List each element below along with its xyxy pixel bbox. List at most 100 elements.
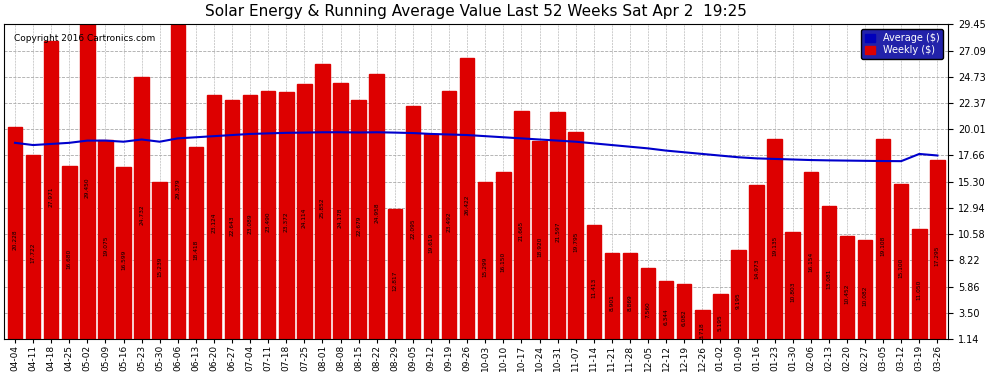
Text: 16.154: 16.154: [808, 252, 814, 272]
Bar: [62, 166, 76, 352]
Bar: [369, 74, 384, 352]
Text: 23.089: 23.089: [248, 213, 252, 234]
Text: 19.108: 19.108: [881, 236, 886, 256]
Bar: [496, 172, 511, 352]
Text: 10.082: 10.082: [862, 285, 867, 306]
Bar: [514, 111, 529, 352]
Text: 27.971: 27.971: [49, 186, 53, 207]
Bar: [189, 147, 203, 352]
Text: 8.901: 8.901: [609, 294, 615, 310]
Text: 25.852: 25.852: [320, 198, 325, 218]
Title: Solar Energy & Running Average Value Last 52 Weeks Sat Apr 2  19:25: Solar Energy & Running Average Value Las…: [205, 4, 747, 19]
Bar: [840, 236, 854, 352]
Text: 26.422: 26.422: [464, 195, 469, 215]
Bar: [767, 139, 782, 352]
Bar: [44, 41, 58, 352]
Bar: [152, 182, 167, 352]
Text: Copyright 2016 Cartronics.com: Copyright 2016 Cartronics.com: [14, 34, 154, 43]
Legend: Average ($), Weekly ($): Average ($), Weekly ($): [861, 29, 943, 59]
Bar: [876, 140, 890, 352]
Bar: [243, 95, 257, 352]
Text: 8.869: 8.869: [628, 294, 633, 311]
Text: 23.490: 23.490: [265, 211, 270, 231]
Text: 19.135: 19.135: [772, 235, 777, 256]
Text: 24.732: 24.732: [140, 204, 145, 225]
Text: 7.560: 7.560: [645, 302, 650, 318]
Text: 23.492: 23.492: [446, 211, 451, 231]
Bar: [912, 229, 927, 352]
Bar: [135, 77, 148, 352]
Text: 24.178: 24.178: [338, 207, 344, 228]
Text: 19.075: 19.075: [103, 236, 108, 256]
Text: 6.082: 6.082: [682, 309, 687, 326]
Text: 22.679: 22.679: [356, 216, 361, 236]
Bar: [334, 83, 347, 352]
Bar: [406, 106, 420, 352]
Text: 3.718: 3.718: [700, 322, 705, 339]
Text: 5.195: 5.195: [718, 315, 723, 331]
Bar: [442, 91, 456, 352]
Bar: [116, 167, 131, 352]
Bar: [207, 95, 221, 352]
Text: 9.195: 9.195: [736, 292, 741, 309]
Text: 19.795: 19.795: [573, 231, 578, 252]
Text: 16.680: 16.680: [66, 249, 71, 269]
Bar: [460, 58, 474, 352]
Text: 12.817: 12.817: [392, 270, 397, 291]
Bar: [641, 268, 655, 352]
Text: 29.450: 29.450: [85, 178, 90, 198]
Text: 23.124: 23.124: [212, 213, 217, 234]
Bar: [533, 141, 546, 352]
Bar: [804, 172, 818, 352]
Text: 17.722: 17.722: [31, 243, 36, 264]
Bar: [894, 184, 909, 352]
Text: 10.452: 10.452: [844, 284, 849, 304]
Text: 22.095: 22.095: [411, 219, 416, 239]
Text: 24.958: 24.958: [374, 203, 379, 223]
Bar: [225, 100, 240, 352]
Bar: [550, 112, 565, 352]
Bar: [695, 310, 710, 352]
Bar: [931, 159, 944, 352]
Bar: [677, 284, 691, 352]
Text: 15.100: 15.100: [899, 258, 904, 278]
Bar: [749, 185, 763, 352]
Bar: [659, 281, 673, 352]
Bar: [26, 155, 41, 352]
Text: 21.665: 21.665: [519, 221, 524, 242]
Bar: [170, 25, 185, 352]
Text: 29.379: 29.379: [175, 178, 180, 199]
Text: 18.418: 18.418: [193, 239, 198, 260]
Bar: [315, 64, 330, 352]
Bar: [623, 253, 638, 352]
Text: 15.299: 15.299: [483, 256, 488, 277]
Bar: [568, 132, 583, 352]
Text: 16.150: 16.150: [501, 252, 506, 272]
Text: 16.599: 16.599: [121, 249, 126, 270]
Bar: [98, 140, 113, 352]
Bar: [857, 240, 872, 352]
Bar: [8, 127, 22, 352]
Bar: [732, 249, 745, 352]
Bar: [822, 206, 837, 352]
Text: 14.973: 14.973: [754, 258, 759, 279]
Text: 21.597: 21.597: [555, 222, 560, 242]
Bar: [785, 232, 800, 352]
Text: 6.344: 6.344: [663, 308, 668, 325]
Text: 20.228: 20.228: [13, 229, 18, 250]
Text: 13.081: 13.081: [827, 269, 832, 289]
Bar: [605, 253, 619, 352]
Bar: [297, 84, 312, 352]
Bar: [351, 100, 366, 352]
Text: 15.239: 15.239: [157, 257, 162, 277]
Bar: [424, 134, 439, 352]
Text: 19.619: 19.619: [429, 232, 434, 253]
Text: 17.295: 17.295: [935, 245, 940, 266]
Bar: [713, 294, 728, 352]
Bar: [387, 209, 402, 352]
Text: 24.114: 24.114: [302, 207, 307, 228]
Bar: [80, 24, 95, 352]
Text: 11.413: 11.413: [591, 278, 596, 298]
Bar: [279, 92, 294, 352]
Text: 18.920: 18.920: [537, 236, 542, 257]
